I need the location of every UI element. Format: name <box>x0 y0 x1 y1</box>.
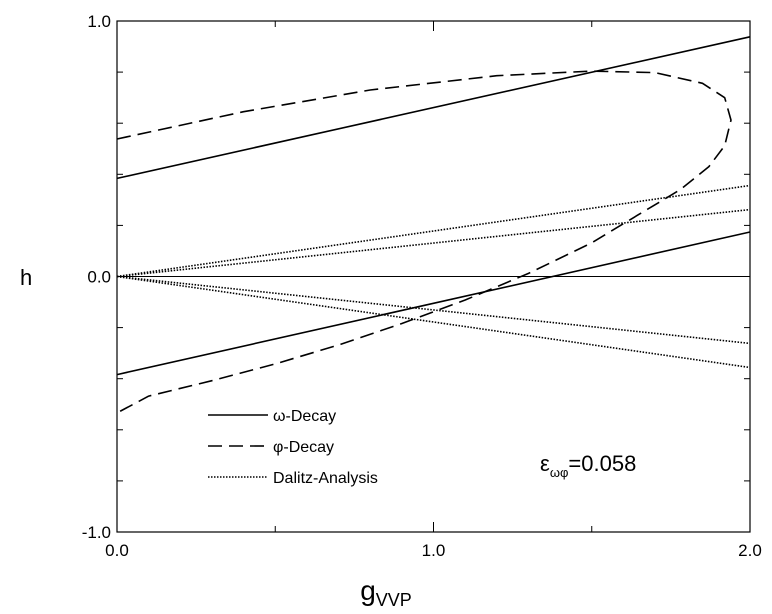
x-tick-label: 0.0 <box>105 541 129 560</box>
epsilon-subscript: ωφ <box>550 465 569 480</box>
epsilon-value: =0.058 <box>568 451 636 476</box>
x-tick-label: 1.0 <box>422 541 446 560</box>
y-axis-title: h <box>20 265 32 290</box>
x-tick-label: 2.0 <box>738 541 762 560</box>
omega-decay-curve <box>117 37 750 179</box>
x-axis-title: gVVP <box>360 575 412 610</box>
legend-label-omega: ω-Decay <box>273 408 336 425</box>
phi-decay-curve <box>117 71 731 413</box>
dalitz-analysis-curve <box>117 186 750 277</box>
x-axis-title-sub: VVP <box>376 590 412 610</box>
legend-label-dalitz: Dalitz-Analysis <box>273 470 378 487</box>
epsilon-annotation: εωφ=0.058 <box>540 451 636 480</box>
dalitz-analysis-curve <box>117 277 750 344</box>
x-axis-title-main: g <box>360 575 376 606</box>
legend-label-phi: φ-Decay <box>273 439 334 456</box>
y-tick-label: 1.0 <box>87 12 111 31</box>
dalitz-analysis-curve <box>117 210 750 277</box>
epsilon-symbol: ε <box>540 451 550 476</box>
y-tick-label: -1.0 <box>82 523 111 542</box>
legend: ω-Decay φ-Decay Dalitz-Analysis <box>208 408 378 487</box>
y-tick-label: 0.0 <box>87 268 111 287</box>
